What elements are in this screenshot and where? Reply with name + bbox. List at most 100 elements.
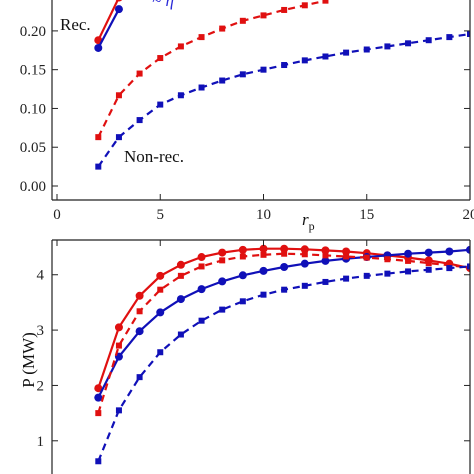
top-series-blue-dashed-point [198, 84, 205, 91]
top-series-blue-dashed-point [322, 53, 329, 60]
top-series-blue-dashed-point [301, 57, 308, 64]
top-series-blue-dashed-point [136, 117, 143, 124]
bottom-axes-frame [51, 239, 471, 474]
bottom-series-red-dashed-point [281, 250, 288, 257]
bottom-series-blue-solid-point [176, 295, 185, 304]
top-series-red-dashed-point [281, 6, 288, 13]
top-series-blue-dashed-point [384, 43, 391, 50]
rec-annotation: Rec. [60, 15, 91, 34]
top-series-red-dashed-point [177, 43, 184, 50]
bottom-series-blue-solid-point [280, 262, 289, 271]
top-ticks-group: 0 5 10 15 20 0.00 0.05 0.10 0.15 0.20 [20, 24, 474, 223]
bottom-series-red-solid-point [94, 384, 103, 393]
top-y-tick-label: 0.10 [20, 101, 46, 117]
bottom-series-blue-dashed-point [219, 306, 226, 313]
top-series-blue-dashed-point [177, 92, 184, 99]
bottom-series-red-solid-point [176, 260, 185, 269]
top-series-blue-dashed-point [95, 163, 102, 170]
bottom-series-red-dashed-point [343, 253, 350, 260]
bottom-series-red-solid-point [197, 253, 206, 262]
bottom-series-red-solid-point [259, 244, 268, 253]
bottom-series-red-dashed-point [198, 263, 205, 270]
bottom-series-red-solid-point [114, 323, 123, 332]
top-series-red-dashed-point [136, 70, 143, 77]
nonrec-annotation: Non-rec. [124, 147, 184, 166]
bottom-series-blue-dashed-point [136, 374, 143, 381]
top-x-tick-label: 5 [157, 207, 165, 223]
top-series-blue-solid-line [97, 8, 120, 49]
bottom-series-blue-solid-point [404, 249, 413, 258]
top-series-blue-dashed-point [260, 66, 267, 73]
bottom-series-red-dashed-point [363, 254, 370, 261]
bottom-series-blue-solid-point [238, 271, 247, 280]
top-series-blue-dashed-point [446, 34, 453, 41]
top-x-tick-label: 20 [463, 207, 474, 223]
top-series-blue-dashed-point [219, 77, 226, 84]
bottom-series-blue-solid-point [156, 308, 165, 317]
bottom-y-tick-label: 1 [37, 434, 45, 450]
top-x-tick-label: 10 [256, 207, 271, 223]
top-series-red-dashed-point [219, 25, 226, 32]
top-series-red-dashed-point [322, 0, 329, 4]
chart-bottom: 1 2 3 4 P (MW) [19, 239, 471, 474]
bottom-series-blue-dashed-point [281, 286, 288, 293]
bottom-series-blue-dashed-point [239, 298, 246, 305]
top-series-blue-dashed-point [425, 37, 432, 44]
bottom-series-blue-solid-point [321, 256, 330, 265]
bottom-series-red-dashed-point [177, 272, 184, 279]
top-y-tick-label: 0.15 [20, 63, 46, 79]
top-y-tick-label: 0.00 [20, 179, 46, 195]
top-series-blue-dashed-point [115, 134, 122, 141]
top-series-red-dashed-point [95, 134, 102, 141]
bottom-plot-area [94, 244, 470, 465]
bottom-series-red-dashed-point [219, 257, 226, 264]
bottom-series-blue-dashed-point [405, 268, 412, 275]
bottom-ticks-group: 1 2 3 4 [37, 240, 471, 450]
bottom-series-blue-dashed-point [343, 275, 350, 282]
bottom-series-blue-dashed-line [97, 265, 470, 462]
bottom-series-blue-solid-point [424, 248, 433, 257]
top-series-red-solid-point [115, 0, 123, 2]
bottom-series-blue-dashed-point [95, 458, 102, 465]
bottom-series-group [94, 244, 470, 465]
bottom-series-red-dashed-point [260, 251, 267, 258]
bottom-series-red-solid-point [218, 248, 227, 257]
bottom-series-blue-solid-point [94, 393, 103, 402]
top-series-blue-dashed-point [467, 31, 470, 37]
bottom-series-blue-dashed-point [322, 278, 329, 285]
bottom-series-blue-dashed-point [260, 291, 267, 298]
bottom-series-red-dashed-point [301, 251, 308, 258]
top-series-group [94, 0, 470, 170]
bottom-series-blue-dashed-point [177, 331, 184, 338]
top-series-blue-dashed-point [281, 62, 288, 69]
legend-fragment: ~ η [152, 0, 174, 10]
top-series-red-dashed-point [157, 55, 164, 62]
bottom-series-blue-solid-point [197, 285, 206, 294]
bottom-series-blue-dashed-point [157, 349, 164, 356]
bottom-series-blue-solid-point [445, 247, 454, 256]
bottom-series-red-dashed-point [239, 253, 246, 260]
bottom-y-tick-label: 4 [37, 268, 45, 284]
bottom-series-red-solid-point [156, 271, 165, 280]
bottom-series-blue-dashed-point [425, 266, 432, 273]
bottom-series-blue-dashed-point [384, 270, 391, 277]
top-y-tick-label: 0.05 [20, 140, 46, 156]
bottom-series-blue-solid-point [300, 259, 309, 268]
bottom-series-red-dashed-point [157, 286, 164, 293]
top-x-tick-label: 0 [53, 207, 61, 223]
x-axis-title-main: r [302, 210, 309, 229]
top-series-blue-solid-point [94, 43, 103, 52]
bottom-series-blue-solid-point [466, 245, 470, 254]
chart-top: 0 5 10 15 20 0.00 0.05 0.10 0.15 0.20 Rec. Non-re… [20, 0, 474, 233]
bottom-series-blue-dashed-point [301, 282, 308, 289]
bottom-series-blue-solid-point [218, 277, 227, 286]
top-series-red-dashed-point [239, 17, 246, 24]
bottom-series-red-dashed-point [425, 260, 432, 267]
top-series-blue-dashed-point [239, 71, 246, 78]
top-series-blue-dashed-point [363, 46, 370, 53]
y-axis-title: P (MW) [19, 332, 38, 388]
bottom-series-red-dashed-point [95, 410, 102, 417]
top-series-red-dashed-point [115, 92, 122, 99]
bottom-y-tick-label: 3 [37, 323, 45, 339]
